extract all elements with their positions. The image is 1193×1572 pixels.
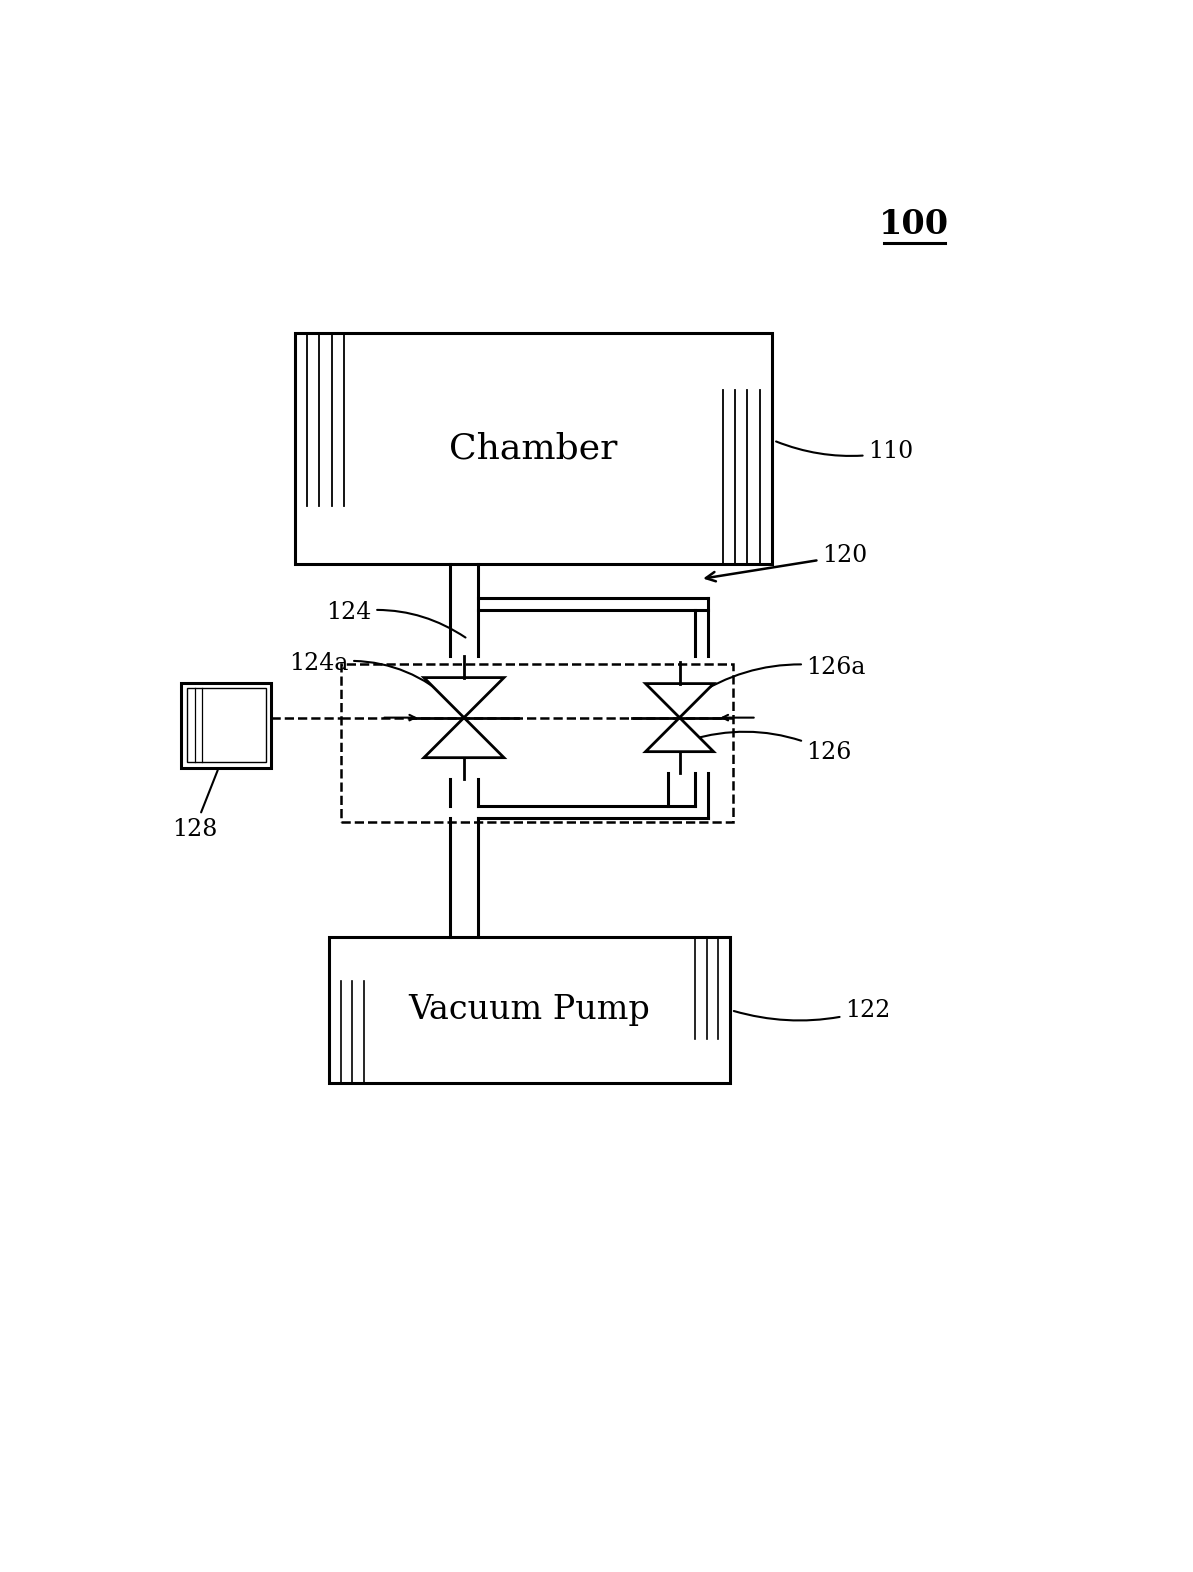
Text: 128: 128 (172, 770, 217, 841)
Text: 120: 120 (706, 544, 867, 582)
Bar (329, 937, 730, 1083)
Text: 126a: 126a (693, 656, 866, 696)
Bar (187, 689, 266, 762)
Bar (295, 333, 772, 564)
Text: 124a: 124a (289, 652, 452, 701)
Polygon shape (424, 718, 503, 758)
Bar (181, 682, 272, 767)
Text: 126: 126 (690, 731, 852, 764)
Bar (341, 663, 734, 822)
Polygon shape (645, 718, 713, 751)
Polygon shape (645, 684, 713, 718)
Text: 110: 110 (777, 440, 914, 464)
Text: Chamber: Chamber (449, 431, 618, 465)
Text: Vacuum Pump: Vacuum Pump (408, 994, 650, 1027)
Text: 122: 122 (734, 998, 890, 1022)
Text: 100: 100 (879, 209, 950, 242)
Text: 124: 124 (326, 601, 465, 638)
Polygon shape (424, 678, 503, 718)
